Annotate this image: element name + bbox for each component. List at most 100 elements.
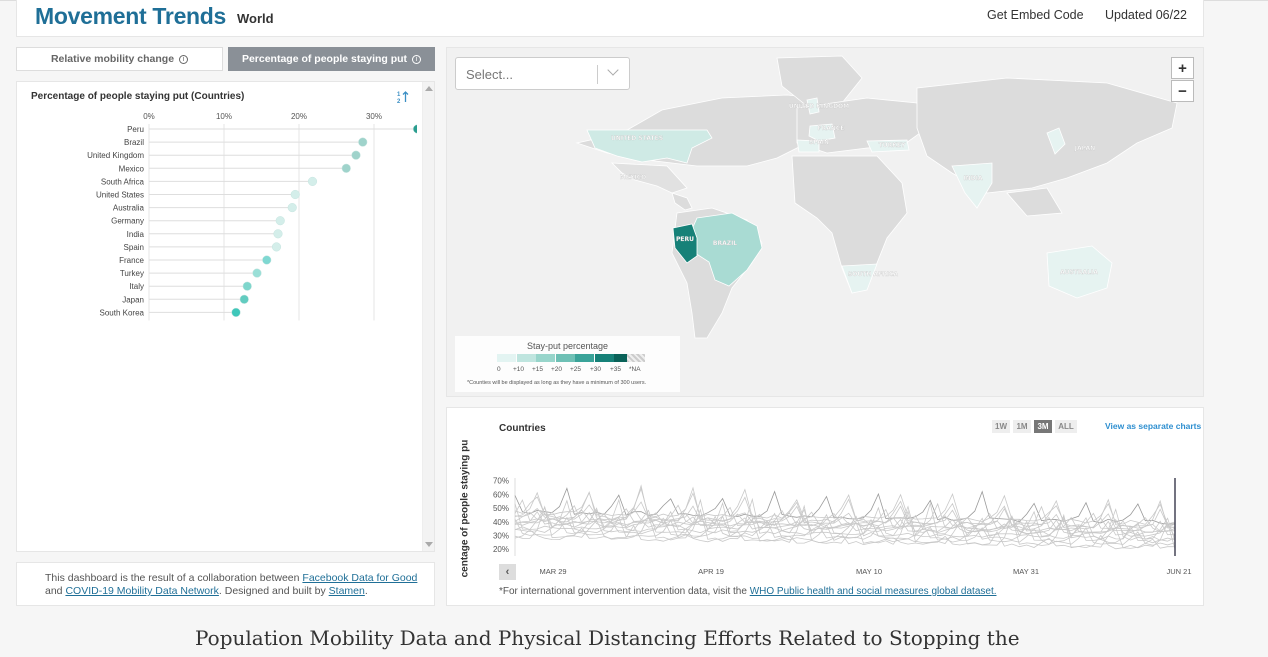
legend-tick: +30 <box>590 366 602 373</box>
map-canvas[interactable]: UNITED STATES MEXICO PERU BRAZIL UNITED … <box>447 48 1204 397</box>
series-line[interactable] <box>514 515 1176 544</box>
series-line[interactable] <box>514 507 1176 532</box>
credit-text: . <box>364 585 368 597</box>
series-line[interactable] <box>514 501 1176 529</box>
y-tick-label: 60% <box>493 490 509 499</box>
category-label: South Africa <box>101 177 145 186</box>
chevron-left-icon[interactable]: ‹ <box>499 564 516 580</box>
category-label: Germany <box>111 217 144 226</box>
mexico-land <box>610 162 688 194</box>
scrollbar[interactable] <box>422 82 434 551</box>
category-label: Mexico <box>119 164 145 173</box>
south-africa-land <box>841 263 878 294</box>
mobility-network-link[interactable]: COVID-19 Mobility Data Network <box>65 585 219 597</box>
range-all-button[interactable]: ALL <box>1055 420 1077 433</box>
series-line[interactable] <box>514 511 1176 536</box>
legend-swatch <box>555 354 575 362</box>
legend-swatch <box>575 354 594 362</box>
legend-title: Stay-put percentage <box>527 341 609 351</box>
legend-tick: +10 <box>513 366 525 373</box>
zoom-out-button[interactable]: − <box>1171 80 1194 102</box>
lollipop-dot[interactable] <box>341 163 351 173</box>
category-label: Italy <box>129 282 144 291</box>
timeseries-panel: Countries 1W 1M 3M ALL View as separate … <box>446 407 1204 606</box>
legend-note: *Counties will be displayed as long as t… <box>467 380 647 386</box>
tab-percentage-staying-put[interactable]: Percentage of people staying put i <box>228 47 435 71</box>
series-line[interactable] <box>514 484 1176 529</box>
lollipop-dot[interactable] <box>273 229 283 239</box>
uk-land <box>806 97 820 115</box>
range-1w-button[interactable]: 1W <box>992 420 1010 433</box>
y-tick-label: 30% <box>493 531 509 540</box>
facebook-data-link[interactable]: Facebook Data for Good <box>302 572 418 584</box>
credit-text: and <box>45 585 66 597</box>
legend-tick: 0 <box>497 366 501 373</box>
credit-text: . Designed and built by <box>218 585 329 597</box>
lollipop-dot[interactable] <box>231 307 241 317</box>
range-1m-button[interactable]: 1M <box>1013 420 1031 433</box>
world-map[interactable]: UNITED STATES MEXICO PERU BRAZIL UNITED … <box>446 47 1204 397</box>
category-label: France <box>119 256 144 265</box>
lollipop-dot[interactable] <box>252 268 262 278</box>
map-label-uk: UNITED KINGDOM <box>789 103 849 110</box>
scroll-up-icon[interactable] <box>425 86 433 91</box>
timeseries-chart[interactable]: 70% 60% 50% 40% 30% 20% MAR 29 APR 19 MAY 10 MAY … <box>475 470 1195 580</box>
stamen-link[interactable]: Stamen <box>328 585 365 597</box>
x-tick-label: JUN 21 <box>1166 567 1191 576</box>
x-tick-label: MAY 10 <box>856 567 882 576</box>
zoom-in-button[interactable]: + <box>1171 57 1194 79</box>
map-label-japan: JAPAN <box>1074 145 1095 152</box>
legend-swatch <box>497 354 516 362</box>
y-tick-label: 50% <box>493 504 509 513</box>
lollipop-dot[interactable] <box>287 203 297 213</box>
separate-charts-link[interactable]: View as separate charts <box>1105 421 1202 431</box>
lollipop-dot[interactable] <box>412 124 417 134</box>
x-tick-label: 20% <box>291 112 307 121</box>
lollipop-dot[interactable] <box>307 176 318 186</box>
footnote-text: *For international government interventi… <box>499 586 750 597</box>
chevron-down-icon[interactable] <box>607 64 619 76</box>
sort-icon[interactable]: 1 2 <box>397 90 409 105</box>
series-line[interactable] <box>514 499 1176 533</box>
embed-code-link[interactable]: Get Embed Code <box>987 8 1084 22</box>
article-heading: Population Mobility Data and Physical Di… <box>195 626 1020 650</box>
country-select[interactable]: Select... <box>455 57 630 90</box>
map-label-france: FRANCE <box>818 125 845 132</box>
turkey-land <box>866 139 910 153</box>
category-label: South Korea <box>100 308 145 317</box>
who-dataset-link[interactable]: WHO Public health and social measures gl… <box>749 586 997 597</box>
series-line[interactable] <box>514 498 1176 541</box>
y-tick-label: 40% <box>493 518 509 527</box>
lollipop-dot[interactable] <box>271 242 282 252</box>
category-label: Peru <box>127 125 144 134</box>
legend-swatch <box>614 354 633 362</box>
tab-relative-label: Relative mobility change <box>50 53 175 65</box>
lollipop-dot[interactable] <box>275 216 285 226</box>
lollipop-dot[interactable] <box>351 150 361 160</box>
info-icon[interactable]: i <box>179 54 189 64</box>
usa-land <box>586 129 713 164</box>
scroll-down-icon[interactable] <box>425 542 433 547</box>
map-label-turkey: TURKEY <box>879 142 906 149</box>
spain-land <box>796 139 820 153</box>
range-3m-button[interactable]: 3M <box>1034 420 1052 433</box>
lollipop-dot[interactable] <box>262 255 272 265</box>
lollipop-dot[interactable] <box>290 189 300 200</box>
map-label-south-africa: SOUTH AFRICA <box>848 271 898 278</box>
credit-box: This dashboard is the result of a collab… <box>16 562 435 606</box>
x-tick-label: MAR 29 <box>539 567 566 576</box>
lollipop-dot[interactable] <box>242 281 252 291</box>
lollipop-dot[interactable] <box>239 294 249 304</box>
france-land <box>808 123 836 142</box>
category-label: India <box>127 230 145 239</box>
x-tick-label: APR 19 <box>698 567 724 576</box>
series-line[interactable] <box>514 504 1176 550</box>
info-icon[interactable]: i <box>412 54 422 64</box>
y-tick-label: 70% <box>493 477 509 486</box>
tab-relative-mobility[interactable]: Relative mobility change i <box>16 47 223 71</box>
credit-text: This dashboard is the result of a collab… <box>45 572 303 584</box>
select-separator <box>597 65 598 84</box>
category-label: Japan <box>122 295 144 304</box>
lollipop-dot[interactable] <box>358 137 368 147</box>
category-label: United Kingdom <box>87 151 144 160</box>
